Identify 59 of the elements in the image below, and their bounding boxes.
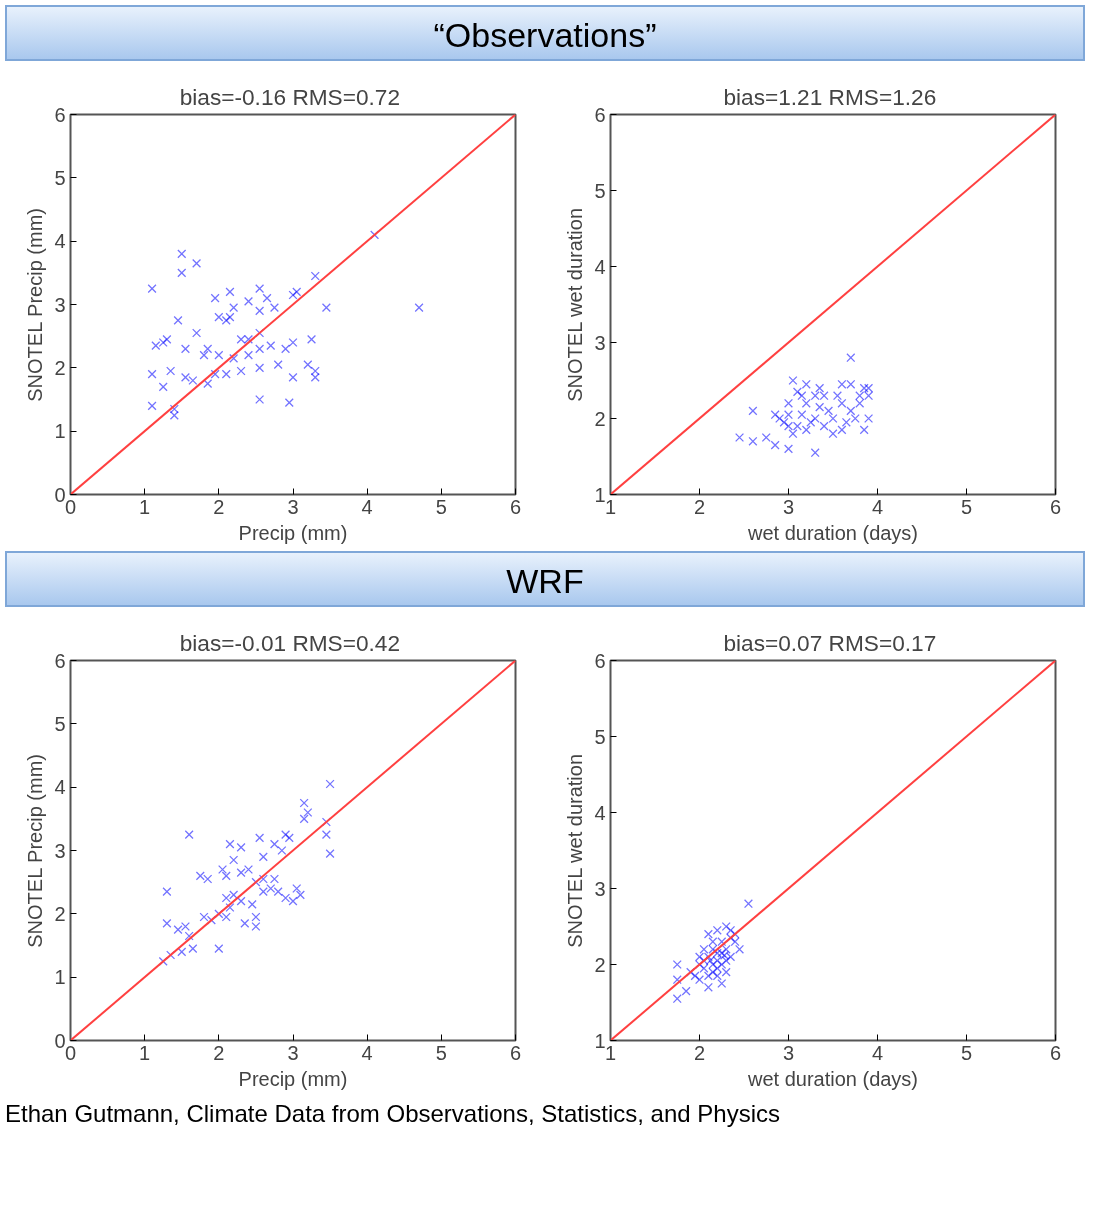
x-tick-label: 1	[139, 495, 151, 518]
y-tick-label: 3	[54, 293, 66, 316]
x-tick-label: 4	[871, 495, 884, 518]
y-tick-label: 1	[54, 420, 66, 443]
y-tick-label: 4	[594, 255, 606, 278]
chart-title: bias=-0.01 RMS=0.42	[179, 629, 401, 656]
y-tick-label: 5	[54, 166, 66, 189]
y-axis-title: SNOTEL Precip (mm)	[24, 208, 47, 402]
x-tick-label: 6	[1049, 495, 1062, 518]
x-tick-label: 4	[361, 495, 373, 518]
x-tick-label: 3	[782, 1041, 795, 1064]
y-tick-label: 2	[594, 953, 606, 976]
chart-subtitle: “Observations”	[5, 5, 1085, 61]
x-tick-label: 6	[1049, 1041, 1062, 1064]
x-axis-title: wet duration (days)	[746, 1067, 919, 1090]
chart-title: bias=1.21 RMS=1.26	[723, 83, 937, 110]
y-tick-label: 4	[54, 776, 66, 799]
y-tick-label: 2	[54, 356, 66, 379]
y-axis-title: SNOTEL wet duration	[564, 753, 587, 948]
x-tick-label: 5	[960, 495, 973, 518]
chart-title: bias=0.07 RMS=0.17	[723, 629, 937, 656]
y-tick-label: 1	[54, 966, 66, 989]
x-tick-label: 4	[361, 1041, 373, 1064]
y-tick-label: 2	[54, 902, 66, 925]
x-tick-label: 2	[693, 495, 706, 518]
y-tick-label: 3	[594, 331, 606, 354]
y-tick-label: 5	[594, 179, 606, 202]
y-tick-label: 2	[594, 407, 606, 430]
x-tick-label: 6	[509, 1041, 522, 1064]
x-tick-label: 2	[213, 1041, 225, 1064]
x-axis-title: Precip (mm)	[238, 521, 348, 544]
y-tick-label: 6	[594, 649, 606, 672]
text: Ethan Gutmann, Climate Data from Observations, Statistics, and Physics	[5, 1099, 780, 1129]
y-tick-label: 4	[54, 230, 66, 253]
x-tick-label: 5	[960, 1041, 973, 1064]
x-tick-label: 1	[139, 1041, 151, 1064]
x-axis-title: wet duration (days)	[746, 521, 919, 544]
y-tick-label: 5	[54, 712, 66, 735]
x-tick-label: 3	[287, 495, 299, 518]
x-tick-label: 3	[287, 1041, 299, 1064]
y-axis-title: SNOTEL Precip (mm)	[24, 754, 47, 948]
y-tick-label: 3	[594, 877, 606, 900]
x-axis-title: Precip (mm)	[238, 1067, 348, 1090]
y-tick-label: 6	[54, 649, 66, 672]
y-tick-label: 3	[54, 839, 66, 862]
x-tick-label: 2	[213, 495, 225, 518]
x-tick-label: 5	[435, 495, 447, 518]
y-tick-label: 5	[594, 725, 606, 748]
y-tick-label: 4	[594, 801, 606, 824]
y-axis-title: SNOTEL wet duration	[564, 207, 587, 402]
x-tick-label: 2	[693, 1041, 706, 1064]
x-tick-label: 6	[509, 495, 522, 518]
y-tick-label: 6	[54, 103, 66, 126]
x-tick-label: 4	[871, 1041, 884, 1064]
chart-title: bias=-0.16 RMS=0.72	[179, 83, 401, 110]
y-tick-label: 6	[594, 103, 606, 126]
x-tick-label: 5	[435, 1041, 447, 1064]
chart-subtitle: WRF	[5, 551, 1085, 607]
x-tick-label: 3	[782, 495, 795, 518]
